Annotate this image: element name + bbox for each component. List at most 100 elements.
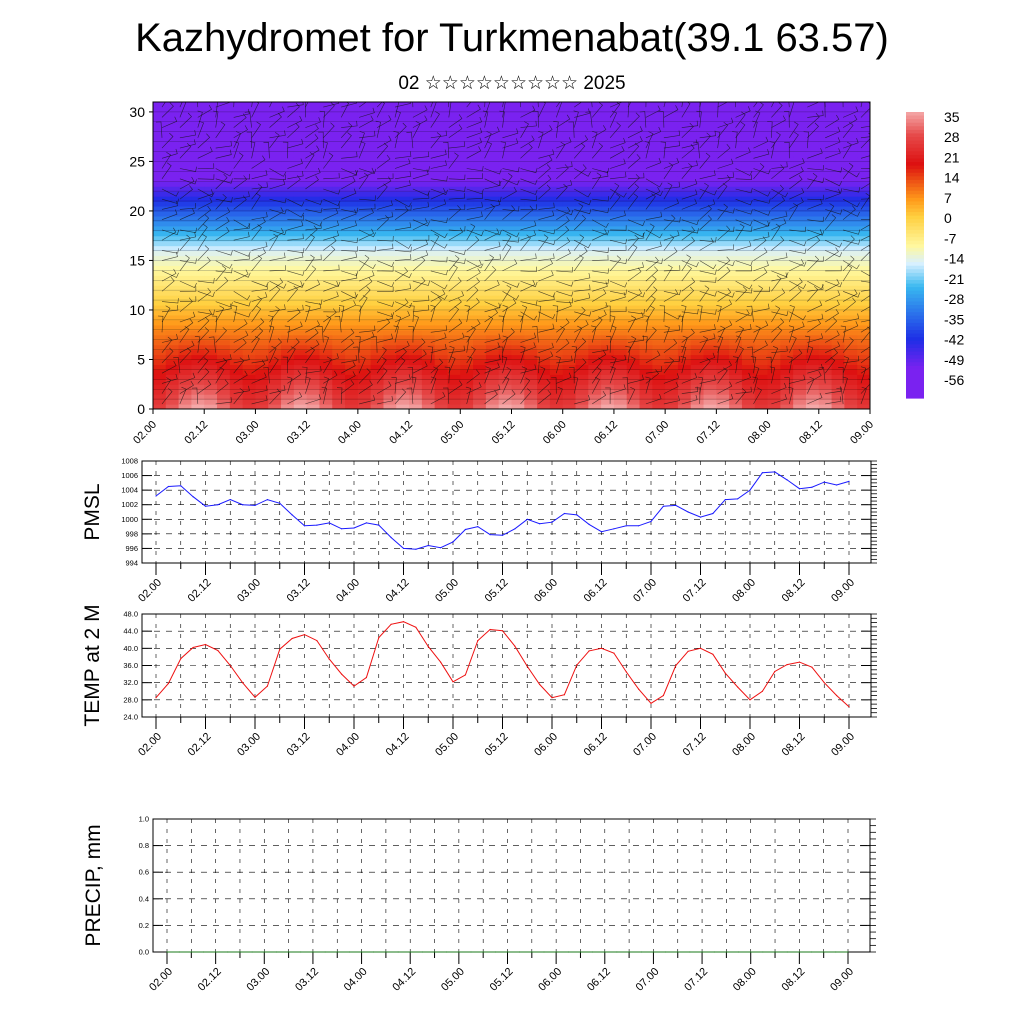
wind-barb	[771, 184, 784, 200]
temperature-cell	[549, 384, 564, 390]
temperature-cell	[281, 285, 295, 291]
wind-barb	[502, 258, 518, 272]
temperature-cell	[165, 265, 180, 271]
temperature-cell	[370, 166, 385, 172]
temperature-cell	[396, 319, 410, 326]
temperature-cell	[191, 270, 205, 276]
temperature-cell	[677, 364, 692, 370]
colorbar-swatch	[906, 165, 924, 170]
wind-barb	[699, 199, 716, 210]
temperature-cell	[639, 141, 653, 148]
temperature-cell	[677, 280, 692, 286]
temperature-cell	[498, 111, 513, 118]
temperature-cell	[357, 309, 372, 316]
temperature-cell	[396, 384, 410, 390]
wind-barb	[573, 110, 579, 128]
temperature-cell	[677, 210, 692, 217]
temperature-cell	[473, 374, 487, 380]
temperature-cell	[485, 339, 500, 346]
temperature-cell	[255, 344, 269, 351]
temperature-cell	[306, 171, 321, 177]
temperature-cell	[460, 334, 474, 341]
wind-barb	[681, 120, 699, 128]
temperature-cell	[319, 121, 333, 128]
wind-barb	[538, 202, 555, 210]
temperature-cell	[767, 394, 781, 400]
temperature-cell	[793, 181, 807, 187]
temperature-cell	[511, 151, 525, 158]
temperature-cell	[191, 171, 205, 177]
temperature-cell	[767, 220, 781, 227]
temperature-cell	[562, 394, 577, 400]
wind-barb	[663, 338, 678, 353]
temperature-cell	[741, 131, 756, 138]
temperature-cell	[421, 245, 436, 252]
temperature-cell	[498, 319, 513, 326]
temperature-cell	[652, 126, 666, 133]
temperature-cell	[268, 126, 282, 133]
temperature-cell	[396, 280, 410, 286]
colorbar-swatch	[906, 301, 924, 306]
temperature-cell	[165, 329, 180, 336]
temperature-cell	[549, 270, 564, 276]
temperature-cell	[588, 225, 602, 232]
temperature-cell	[153, 265, 167, 271]
wind-barb	[244, 111, 252, 128]
wind-barb	[767, 121, 773, 138]
temperature-cell	[703, 131, 717, 138]
colorbar-swatch	[906, 154, 924, 160]
wind-barb	[394, 102, 400, 118]
temperature-cell	[357, 186, 372, 192]
temperature-cell	[370, 305, 385, 311]
temperature-cell	[793, 250, 807, 257]
temperature-cell	[165, 359, 180, 366]
wind-barb	[717, 299, 733, 313]
temperature-cell	[677, 319, 692, 326]
temperature-cell	[613, 295, 628, 301]
temperature-cell	[447, 354, 461, 361]
temperature-cell	[268, 384, 282, 390]
wind-barb	[448, 114, 463, 128]
wind-barb	[302, 366, 308, 384]
temperature-cell	[511, 141, 525, 148]
temperature-cell	[370, 344, 385, 351]
data-point	[415, 548, 417, 550]
temperature-cell	[229, 126, 244, 133]
temperature-cell	[601, 349, 615, 356]
temperature-cell	[844, 379, 858, 385]
temperature-cell	[217, 230, 231, 237]
wind-barb	[627, 336, 637, 353]
temperature-cell	[255, 210, 269, 217]
wind-barb	[535, 305, 542, 323]
wind-barb	[807, 280, 824, 290]
temperature-cell	[626, 404, 641, 409]
temperature-cell	[421, 359, 436, 366]
temperature-cell	[690, 394, 705, 400]
temperature-cell	[473, 379, 487, 385]
wind-barb	[645, 350, 661, 364]
wind-barb	[251, 182, 268, 190]
colorbar-swatch	[906, 144, 924, 149]
temperature-cell	[319, 369, 333, 375]
wind-barb	[681, 265, 692, 282]
temperature-cell	[409, 230, 423, 237]
temperature-cell	[780, 106, 794, 113]
temperature-cell	[165, 384, 180, 390]
wind-barb	[753, 198, 771, 204]
wind-barb	[251, 292, 268, 302]
temperature-cell	[396, 111, 410, 118]
temperature-cell	[345, 285, 359, 291]
temperature-cell	[524, 201, 538, 207]
temperature-cell	[588, 354, 602, 361]
temperature-cell	[793, 186, 807, 192]
temperature-cell	[575, 319, 589, 326]
temperature-cell	[677, 240, 692, 247]
temperature-cell	[370, 146, 385, 153]
temperature-cell	[191, 191, 205, 197]
wind-barb	[394, 315, 402, 333]
temperature-cell	[447, 171, 461, 177]
temperature-cell	[524, 374, 538, 380]
temperature-cell	[754, 399, 769, 405]
temperature-cell	[281, 275, 295, 281]
wind-barb	[771, 270, 789, 278]
